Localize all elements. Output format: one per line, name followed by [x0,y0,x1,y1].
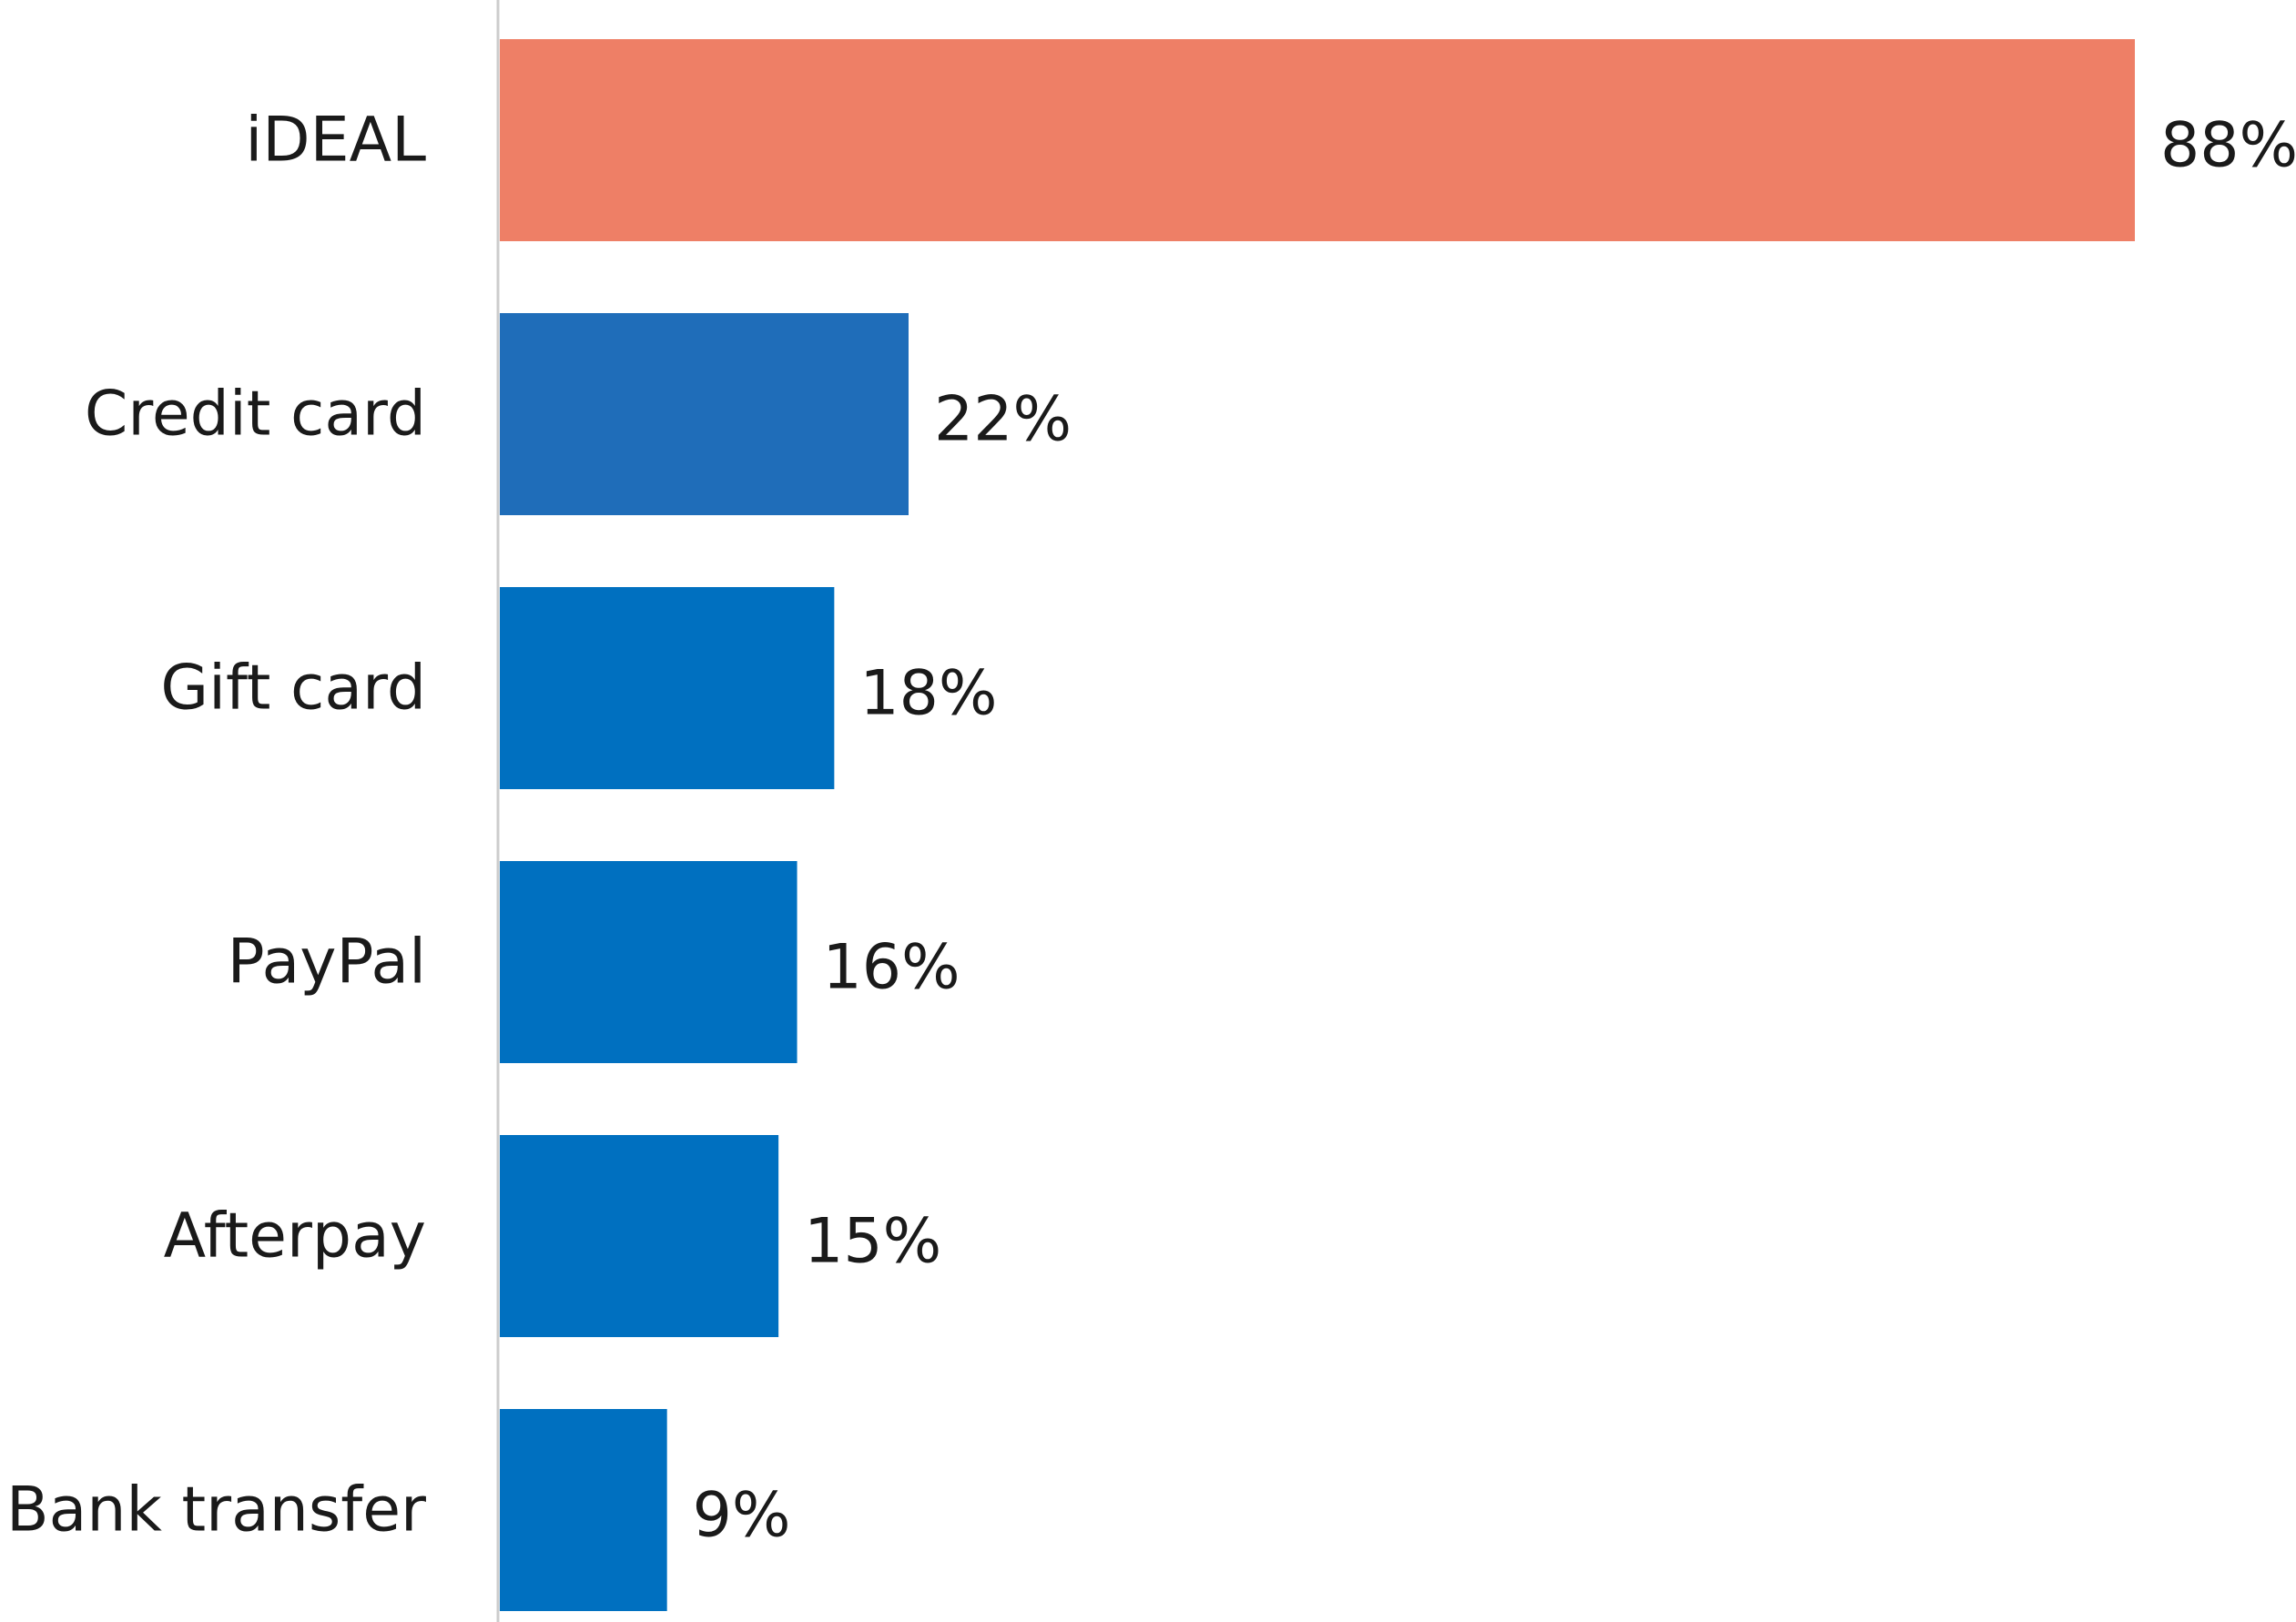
category-label: Gift card [160,653,426,725]
value-label: 9% [693,1480,791,1552]
bar-paypal [500,861,798,1063]
bars-layer [500,39,2135,1611]
bar-afterpay [500,1135,779,1337]
category-label: PayPal [228,927,426,999]
value-label: 15% [804,1206,941,1278]
category-label: Credit card [85,379,426,451]
value-label: 88% [2160,110,2296,182]
labels-layer: iDEAL 88% Credit card 22% Gift card 18% PayPal… [6,105,2296,1552]
category-label: iDEAL [245,105,426,177]
category-label: Bank transfer [6,1475,426,1546]
bar-gift-card [500,587,835,789]
value-label: 16% [823,932,960,1004]
bar-bank-transfer [500,1409,667,1611]
category-label: Afterpay [164,1201,426,1272]
value-label: 22% [934,384,1072,456]
value-label: 18% [859,658,997,730]
bar-credit-card [500,313,909,515]
bar-ideal [500,39,2135,241]
